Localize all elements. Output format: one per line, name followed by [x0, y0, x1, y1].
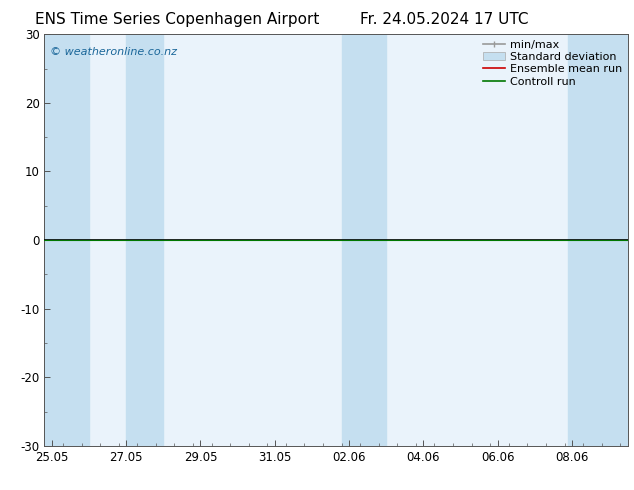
Legend: min/max, Standard deviation, Ensemble mean run, Controll run: min/max, Standard deviation, Ensemble me…	[481, 38, 624, 89]
Bar	[126, 34, 164, 446]
Bar	[568, 34, 628, 446]
Bar	[342, 34, 386, 446]
Bar	[44, 34, 89, 446]
Text: ENS Time Series Copenhagen Airport: ENS Time Series Copenhagen Airport	[36, 12, 320, 27]
Text: Fr. 24.05.2024 17 UTC: Fr. 24.05.2024 17 UTC	[359, 12, 528, 27]
Text: © weatheronline.co.nz: © weatheronline.co.nz	[50, 47, 178, 57]
